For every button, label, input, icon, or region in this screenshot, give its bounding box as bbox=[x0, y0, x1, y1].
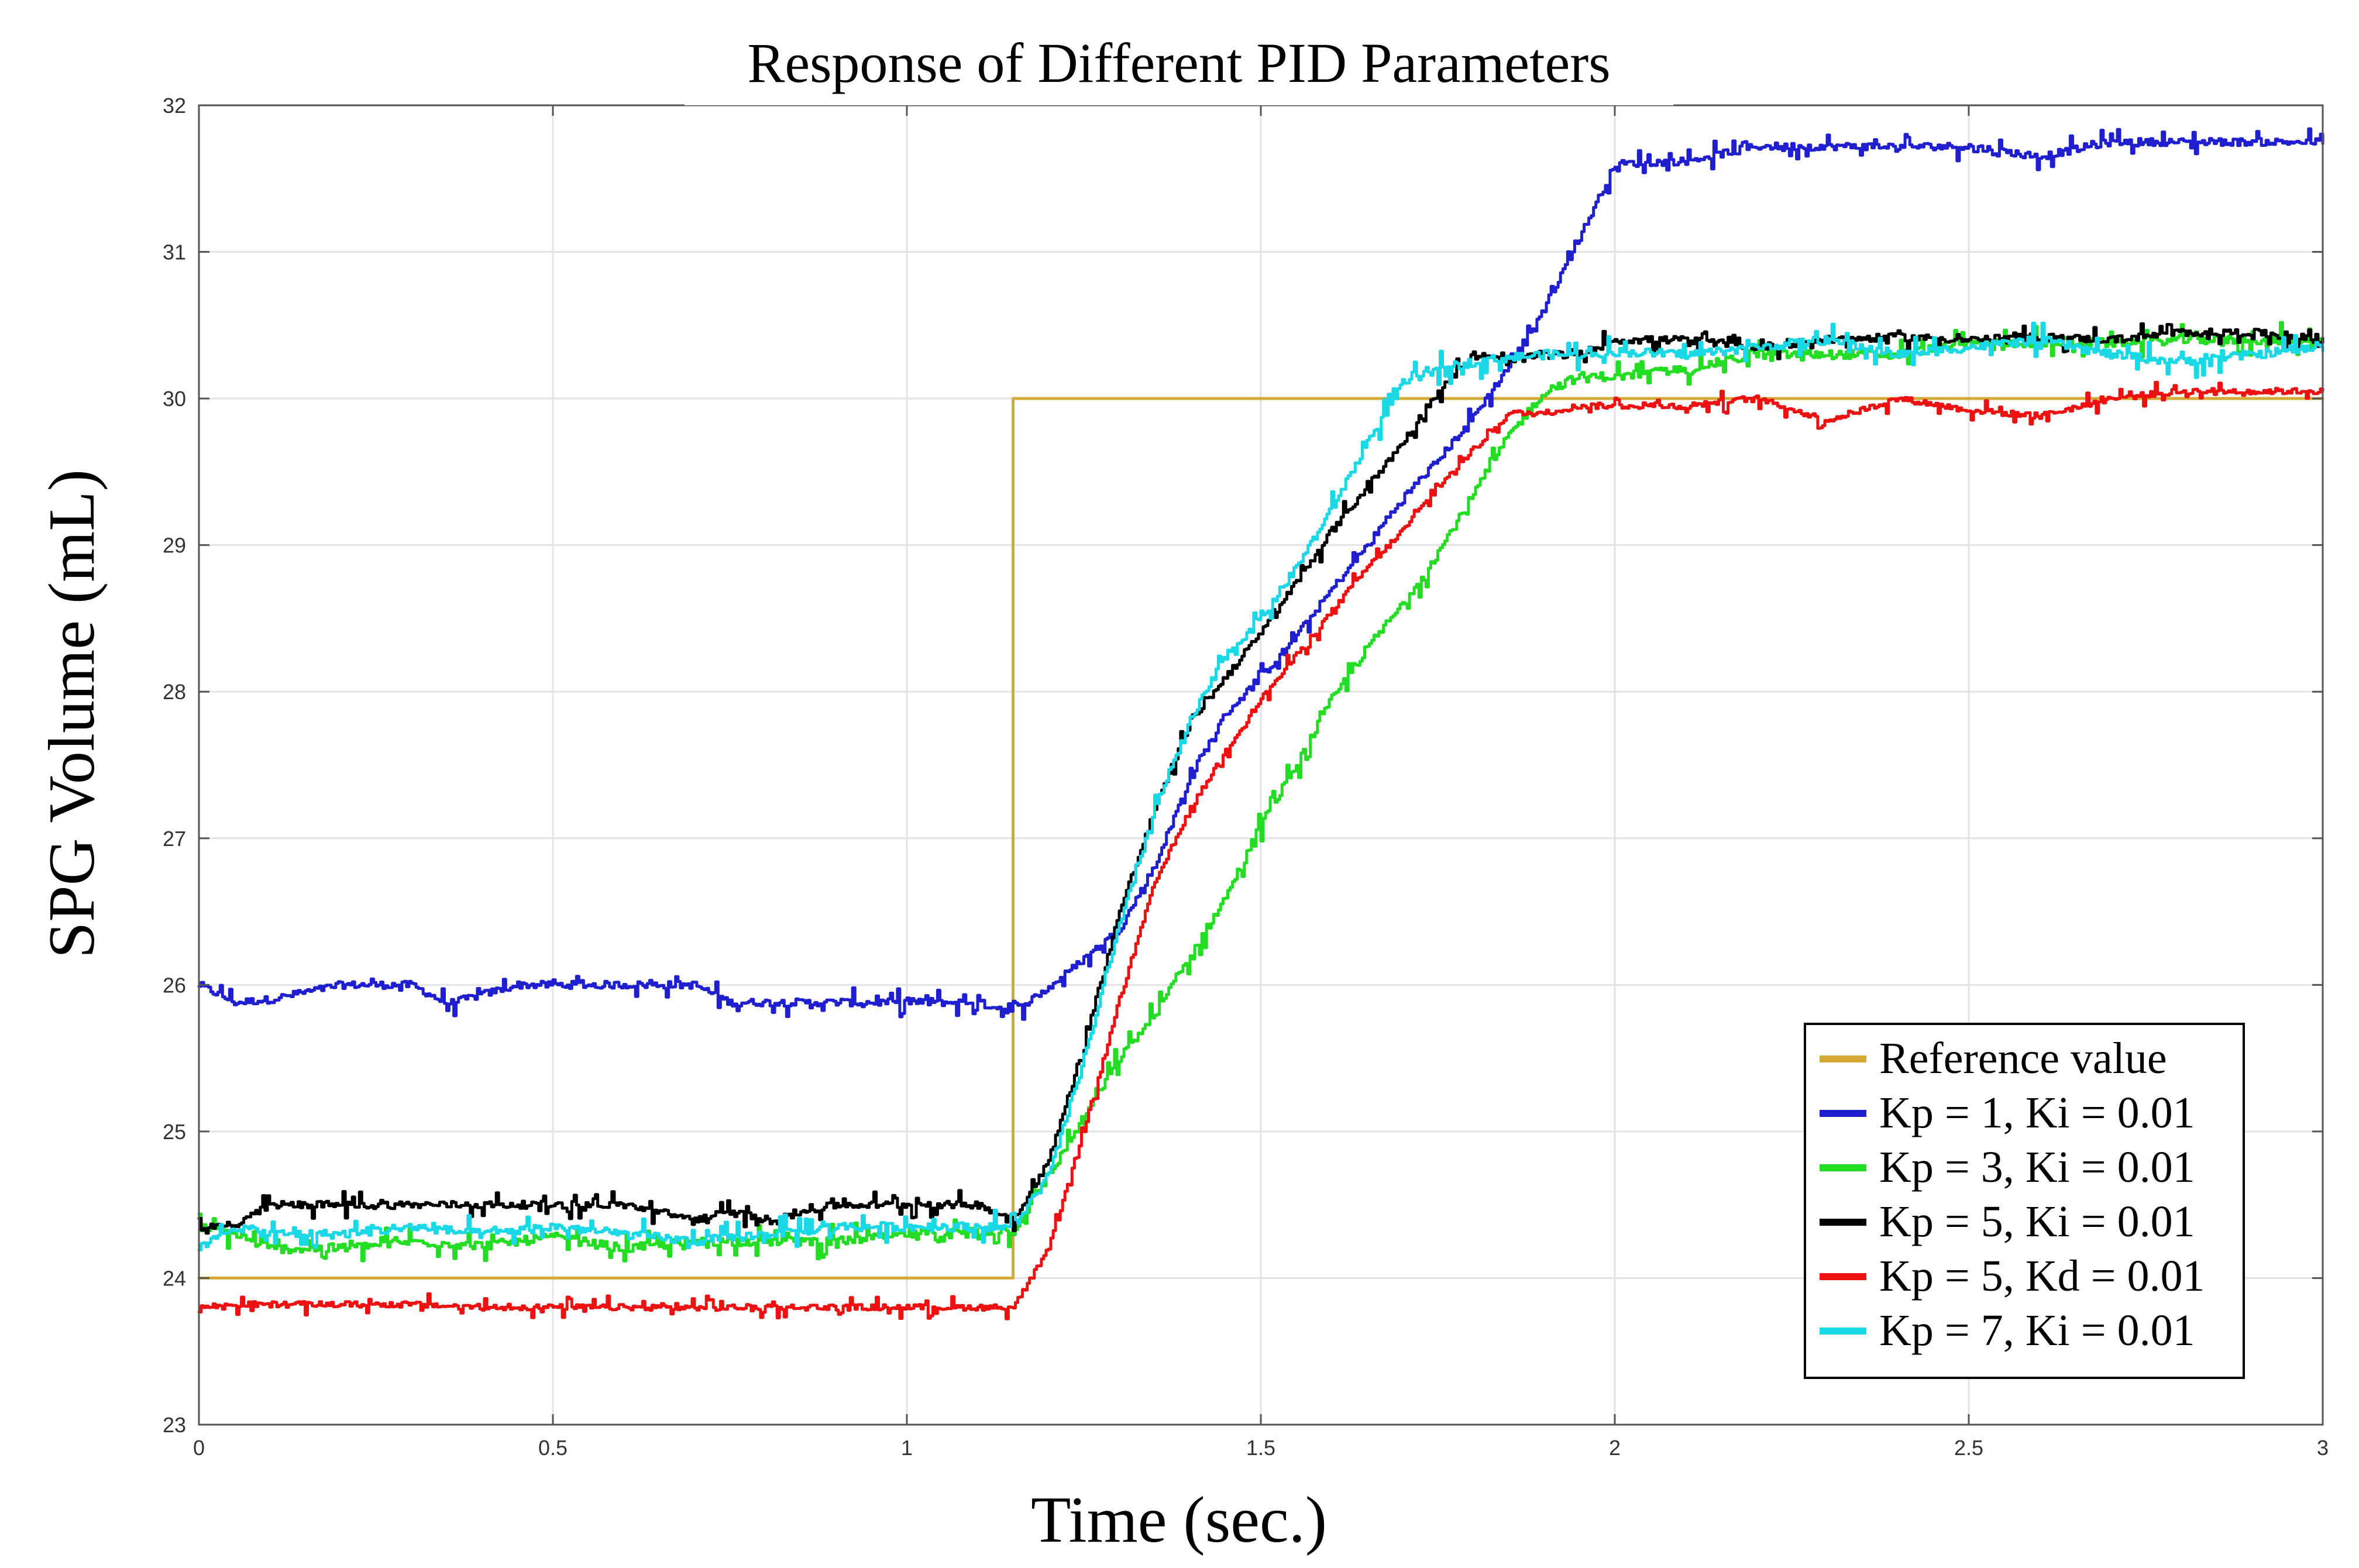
legend-label-5: Kp = 7, Ki = 0.01 bbox=[1879, 1306, 2195, 1355]
x-tick-label: 1.5 bbox=[1246, 1436, 1275, 1460]
y-tick-label: 29 bbox=[163, 534, 186, 558]
y-axis-title: SPG Volume (mL) bbox=[36, 469, 108, 958]
series-line-reference bbox=[197, 397, 2324, 1280]
y-tick-label: 25 bbox=[163, 1120, 186, 1144]
chart-title: Response of Different PID Parameters bbox=[747, 32, 1610, 94]
x-tick-label: 2.5 bbox=[1954, 1436, 1983, 1460]
y-tick-label: 26 bbox=[163, 973, 186, 997]
y-tick-label: 23 bbox=[163, 1413, 186, 1437]
legend-label-1: Kp = 1, Ki = 0.01 bbox=[1879, 1088, 2195, 1137]
tick-labels: 0 0.5 1 1.5 2 2.5 3 23 24 25 26 27 28 29 30 31 32 bbox=[163, 94, 2329, 1460]
legend-entries: Reference value Kp = 1, Ki = 0.01 Kp = 3, … bbox=[1820, 1034, 2205, 1355]
x-tick-label: 0 bbox=[193, 1436, 205, 1460]
series-line-5 bbox=[197, 321, 2324, 1251]
y-tick-label: 24 bbox=[163, 1266, 186, 1290]
series-line-3 bbox=[197, 322, 2324, 1235]
legend-label-2: Kp = 3, Ki = 0.01 bbox=[1879, 1143, 2195, 1192]
legend-box bbox=[1804, 1023, 2245, 1379]
x-axis-title: Time (sec.) bbox=[1031, 1484, 1327, 1556]
series-line-1 bbox=[197, 127, 2324, 1021]
y-tick-label: 31 bbox=[163, 240, 186, 264]
legend: Reference value Kp = 1, Ki = 0.01 Kp = 3, … bbox=[1804, 1023, 2245, 1379]
y-tick-label: 27 bbox=[163, 827, 186, 851]
legend-label-3: Kp = 5, Ki = 0.01 bbox=[1879, 1197, 2195, 1246]
x-tick-label: 3 bbox=[2317, 1436, 2329, 1460]
x-tick-label: 0.5 bbox=[538, 1436, 568, 1460]
series-layer bbox=[197, 127, 2324, 1321]
y-tick-label: 28 bbox=[163, 680, 186, 704]
y-tick-label: 32 bbox=[163, 94, 186, 118]
legend-label-4: Kp = 5, Kd = 0.01 bbox=[1879, 1251, 2205, 1301]
legend-label-0: Reference value bbox=[1879, 1034, 2167, 1083]
x-tick-label: 1 bbox=[901, 1436, 913, 1460]
y-tick-label: 30 bbox=[163, 387, 186, 411]
x-tick-label: 2 bbox=[1609, 1436, 1621, 1460]
title-backdrop bbox=[685, 23, 1673, 105]
series-line-4 bbox=[197, 381, 2324, 1321]
